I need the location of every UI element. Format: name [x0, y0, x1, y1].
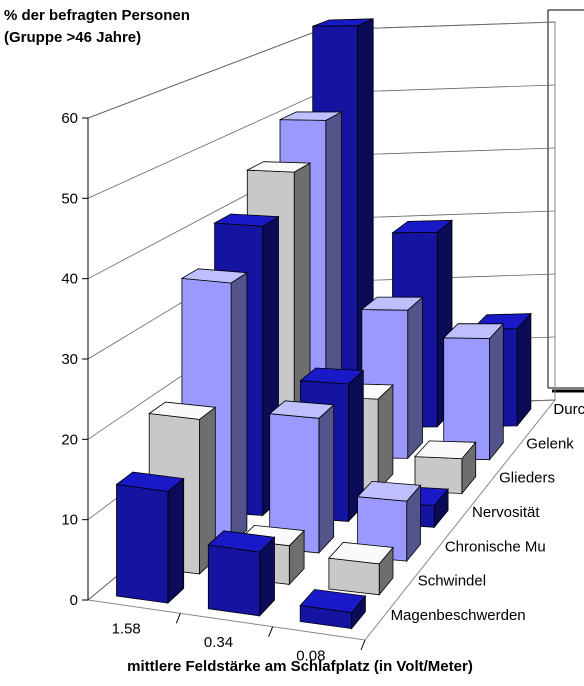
bar-top: [207, 530, 276, 553]
bar-side: [489, 322, 504, 461]
bar-side: [318, 403, 335, 554]
bar: [414, 440, 477, 495]
x-tick-label: 0.34: [204, 634, 233, 651]
bar-front: [328, 557, 380, 596]
bar-side: [407, 296, 423, 460]
bar: [115, 471, 185, 605]
y-tick-label: 50: [61, 190, 78, 207]
depth-tick-label: Schwindel: [418, 573, 486, 590]
depth-tick-label: Durc: [553, 401, 584, 418]
x-tick-label: 0.08: [296, 647, 325, 664]
y-tick-label: 30: [61, 351, 78, 368]
depth-tick-label: Glieders: [499, 470, 555, 487]
y-tick-label: 60: [61, 110, 78, 127]
bar: [442, 322, 505, 461]
y-tick-label: 20: [61, 431, 78, 448]
depth-tick-label: Gelenk: [526, 435, 574, 452]
y-tick-label: 10: [61, 512, 78, 529]
bar-top: [115, 471, 185, 492]
bar-top: [299, 589, 367, 614]
depth-tick-label: Magenbeschwerden: [391, 607, 526, 624]
bar-front: [116, 483, 169, 604]
y-axis-title: (Gruppe >46 Jahre): [4, 29, 141, 46]
bar: [328, 541, 394, 596]
bar-top: [414, 440, 477, 460]
bar-front: [207, 544, 261, 617]
bar-top: [279, 111, 342, 121]
legend-box: [547, 9, 584, 393]
bar-top: [268, 400, 335, 419]
x-axis-title: mittlere Feldstärke am Schlafplatz (in V…: [127, 658, 473, 675]
bar-side: [230, 271, 248, 546]
x-tick: [175, 613, 181, 624]
bar-top: [213, 213, 280, 227]
bar: [207, 530, 276, 617]
y-tick-label: 40: [61, 271, 78, 288]
bar-top: [328, 541, 394, 565]
bar-top: [312, 18, 374, 27]
x-tick: [268, 626, 274, 637]
bar-side: [516, 312, 532, 428]
bar: [299, 589, 367, 630]
x-tick: [360, 639, 366, 651]
bar-top: [148, 401, 217, 420]
bar-top: [442, 323, 505, 339]
bar-top: [356, 480, 422, 502]
bar-side: [167, 477, 185, 605]
y-axis-title: % der befragten Personen: [4, 7, 190, 24]
y-tick-label: 0: [70, 592, 78, 609]
bar-top: [299, 367, 365, 385]
bar-side: [377, 384, 394, 491]
bar-top: [360, 296, 424, 311]
bar-top: [180, 268, 249, 284]
bar-top: [391, 219, 454, 234]
bar: [268, 400, 335, 554]
x-tick-label: 1.58: [112, 621, 141, 638]
bar-top: [245, 161, 312, 173]
depth-tick-label: Chronische Mu: [445, 538, 546, 555]
depth-tick-label: Nervosität: [472, 504, 540, 521]
